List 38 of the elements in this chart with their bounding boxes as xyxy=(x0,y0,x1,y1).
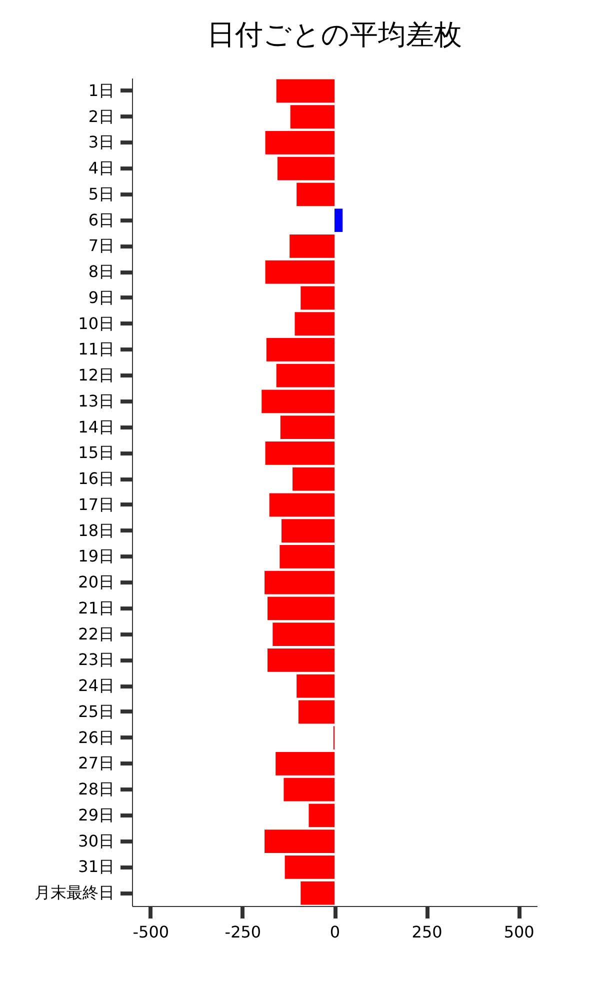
y-tick-label: 月末最終日 xyxy=(34,883,114,902)
y-tick-label: 2日 xyxy=(88,106,114,126)
y-tick-label: 17日 xyxy=(78,494,114,514)
y-tick-label: 16日 xyxy=(78,469,114,488)
y-tick-label: 29日 xyxy=(78,805,114,824)
y-tick-label: 7日 xyxy=(88,236,114,256)
y-tick-label: 19日 xyxy=(78,546,114,566)
y-tick-label: 31日 xyxy=(78,857,114,876)
x-tick-label: -250 xyxy=(224,922,262,942)
y-tick-label: 27日 xyxy=(78,754,114,773)
y-tick-label: 8日 xyxy=(88,262,114,282)
y-tick-label: 5日 xyxy=(88,184,114,204)
y-tick-label: 15日 xyxy=(78,443,114,462)
y-tick-label: 25日 xyxy=(78,702,114,721)
y-tick-label: 12日 xyxy=(78,366,114,385)
y-tick-label: 21日 xyxy=(78,598,114,618)
x-tick-label: 250 xyxy=(412,922,442,942)
y-tick-label: 22日 xyxy=(78,624,114,644)
x-tick-label: 500 xyxy=(504,922,534,942)
y-tick-label: 3日 xyxy=(88,132,114,152)
x-tick-label: -500 xyxy=(132,922,170,942)
y-tick-label: 1日 xyxy=(88,80,114,100)
y-tick-label: 20日 xyxy=(78,572,114,592)
y-tick-label: 11日 xyxy=(78,340,114,359)
y-tick-label: 10日 xyxy=(78,314,114,333)
y-tick-label: 26日 xyxy=(78,728,114,747)
x-tick-label: 0 xyxy=(330,922,340,942)
y-tick-label: 9日 xyxy=(88,288,114,307)
y-tick-label: 14日 xyxy=(78,417,114,436)
y-tick-label: 28日 xyxy=(78,780,114,799)
y-tick-label: 30日 xyxy=(78,831,114,850)
chart-title: 日付ごとの平均差枚 xyxy=(207,18,462,51)
y-tick-label: 6日 xyxy=(88,210,114,230)
y-tick-label: 13日 xyxy=(78,391,114,410)
y-tick-label: 23日 xyxy=(78,650,114,670)
y-tick-label: 4日 xyxy=(88,158,114,178)
y-tick-label: 24日 xyxy=(78,676,114,696)
y-tick-label: 18日 xyxy=(78,520,114,540)
